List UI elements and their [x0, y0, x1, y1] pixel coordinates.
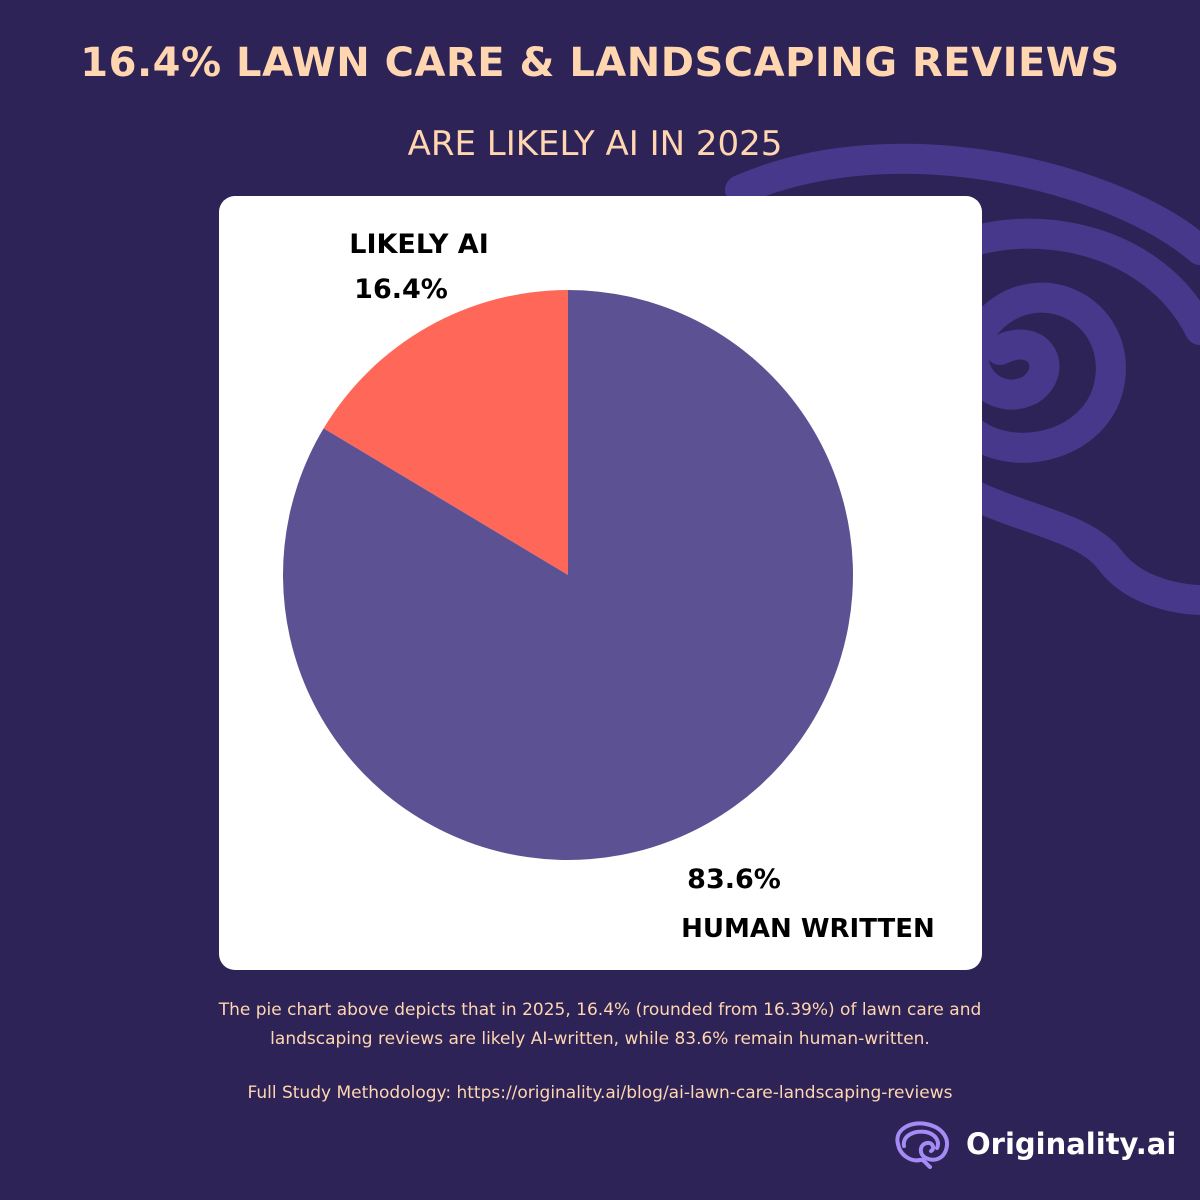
likely-ai-name-label: LIKELY AI [349, 229, 489, 260]
pie-chart: LIKELY AI 16.4% 83.6% HUMAN WRITTEN [282, 229, 935, 944]
human-written-name-label: HUMAN WRITTEN [681, 914, 935, 944]
chart-title: 16.4% LAWN CARE & LANDSCAPING REVIEWS [80, 40, 1120, 86]
likely-ai-value-label: 16.4% [354, 274, 448, 305]
caption-line-2: landscaping reviews are likely AI-writte… [270, 1029, 930, 1049]
pie-slice-likely-ai [323, 290, 568, 575]
chart-card: LIKELY AI 16.4% 83.6% HUMAN WRITTEN [219, 196, 982, 970]
chart-caption: The pie chart above depicts that in 2025… [150, 996, 1050, 1054]
brand-logo: Originality.ai [890, 1118, 1176, 1170]
chart-subtitle: ARE LIKELY AI IN 2025 [407, 124, 783, 164]
pie-slice-human-written [282, 290, 853, 860]
methodology-link[interactable]: Full Study Methodology: https://original… [247, 1083, 953, 1103]
caption-line-1: The pie chart above depicts that in 2025… [218, 1000, 982, 1020]
human-written-value-label: 83.6% [687, 864, 781, 895]
brain-icon [895, 1121, 949, 1169]
brand-name: Originality.ai [966, 1127, 1177, 1161]
